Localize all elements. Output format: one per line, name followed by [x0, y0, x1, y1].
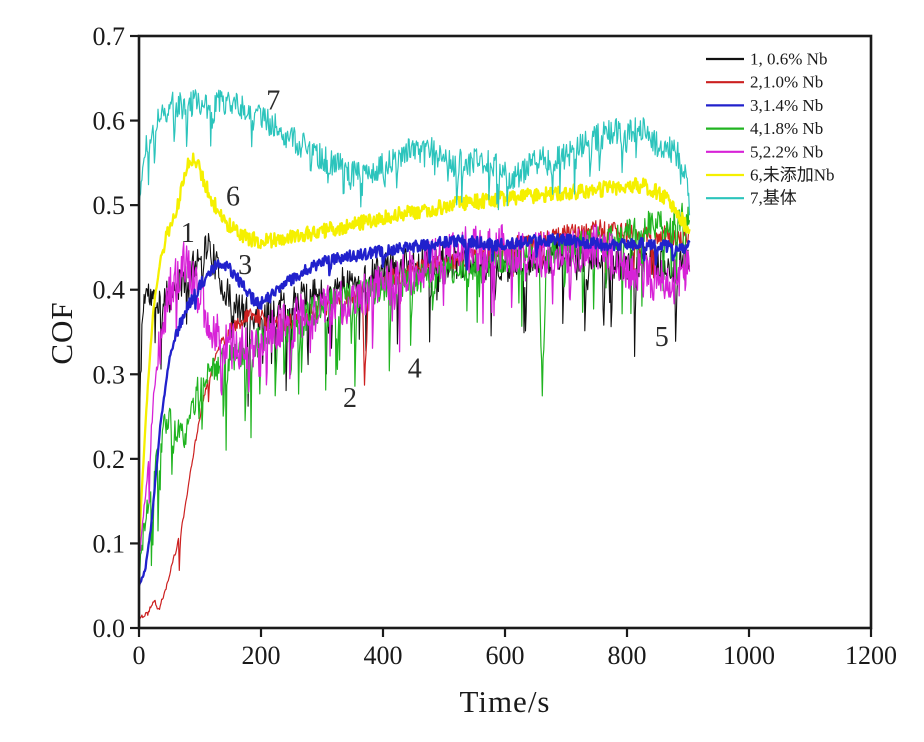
legend-item-label: 5,2.2% Nb [750, 142, 823, 161]
series-number-label-7: 7 [266, 85, 280, 116]
y-tick-label: 0.6 [93, 107, 126, 136]
y-tick-label: 0.3 [93, 360, 126, 389]
series-number-annotations: 1 2 3 4 5 6 7 [181, 85, 669, 414]
series-lines [139, 89, 691, 620]
series-number-label-2: 2 [343, 383, 357, 414]
series-number-label-6: 6 [226, 182, 240, 213]
y-tick-label: 0.0 [93, 614, 126, 643]
legend-item-label: 2,1.0% Nb [750, 73, 823, 92]
legend-item-label: 3,1.4% Nb [750, 96, 823, 115]
series-number-label-4: 4 [408, 353, 422, 384]
y-tick-label: 0.7 [93, 22, 126, 51]
legend-item-label: 6,未添加Nb [750, 166, 835, 185]
x-tick-label: 1000 [723, 641, 775, 670]
legend-item-label: 7,基体 [750, 189, 797, 208]
series-6-no-Nb-line [139, 152, 691, 545]
series-5-2.2pct-Nb-line [139, 224, 691, 562]
y-axis-title: COF [44, 301, 79, 365]
y-tick-label: 0.2 [93, 445, 126, 474]
y-axis: 0.0 0.1 0.2 0.3 0.4 0.5 0.6 0.7 [93, 22, 139, 643]
series-number-label-5: 5 [655, 322, 669, 353]
x-tick-label: 800 [608, 641, 647, 670]
y-tick-label: 0.1 [93, 529, 126, 558]
y-tick-label: 0.4 [93, 276, 126, 305]
legend-item-label: 4,1.8% Nb [750, 119, 823, 138]
x-axis: 0 200 400 600 800 1000 1200 [133, 628, 897, 670]
y-tick-label: 0.5 [93, 191, 126, 220]
x-axis-title: Time/s [459, 684, 551, 719]
series-7-substrate-line [139, 89, 691, 216]
legend: 1, 0.6% Nb 2,1.0% Nb 3,1.4% Nb 4,1.8% Nb 5,2… [706, 50, 835, 208]
legend-item-label: 1, 0.6% Nb [750, 50, 827, 69]
x-tick-label: 0 [133, 641, 146, 670]
series-number-label-1: 1 [181, 218, 195, 249]
series-3-1.4pct-Nb-line [139, 233, 691, 586]
x-tick-label: 1200 [845, 641, 897, 670]
series-number-label-3: 3 [238, 250, 252, 281]
x-tick-label: 600 [486, 641, 525, 670]
x-tick-label: 200 [242, 641, 281, 670]
x-tick-label: 400 [364, 641, 403, 670]
